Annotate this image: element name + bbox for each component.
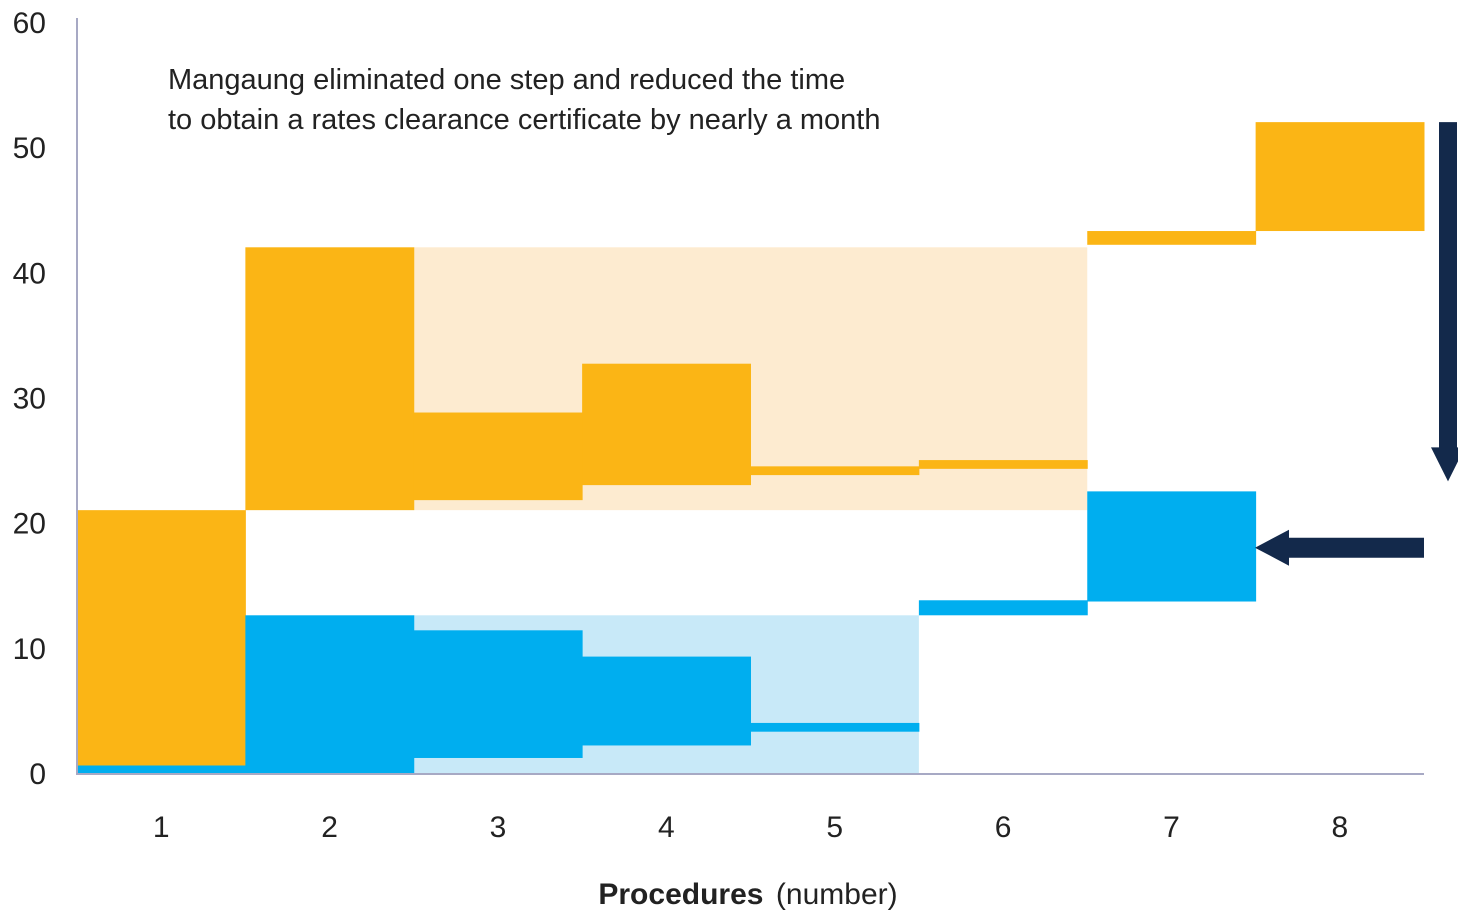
step-bar-series-2-procedure-3	[413, 630, 583, 758]
x-tick-labels: 1 2 3 4 5 6 7 8	[153, 811, 1348, 844]
y-tick-label-60: 60	[13, 7, 46, 40]
step-bar-series-2-procedure-2	[245, 615, 415, 773]
y-tick-label-50: 50	[13, 132, 46, 165]
y-tick-label-40: 40	[13, 257, 46, 290]
arrows	[1255, 122, 1458, 566]
step-bar-series-1-procedure-6	[918, 460, 1088, 469]
x-tick-label-6: 6	[995, 811, 1012, 844]
step-bar-series-2-procedure-1	[77, 765, 246, 773]
step-bar-series-1-procedure-1	[77, 510, 246, 767]
y-tick-labels: 0 10 20 30 40 50 60	[13, 7, 46, 791]
step-bars	[77, 122, 1425, 773]
step-bar-series-2-procedure-5	[750, 722, 920, 732]
annotation-line-1: Mangaung eliminated one step and reduced…	[168, 64, 845, 96]
axes	[76, 18, 1424, 775]
annotation-line-2: to obtain a rates clearance certificate …	[168, 104, 881, 136]
y-tick-label-10: 10	[13, 633, 46, 666]
x-tick-label-7: 7	[1163, 811, 1180, 844]
y-tick-label-20: 20	[13, 508, 46, 541]
x-tick-label-5: 5	[826, 811, 843, 844]
x-tick-label-1: 1	[153, 811, 170, 844]
x-tick-label-3: 3	[490, 811, 507, 844]
step-bar-series-2-procedure-7	[1087, 491, 1257, 602]
y-tick-label-30: 30	[13, 383, 46, 416]
x-tick-label-8: 8	[1331, 811, 1348, 844]
step-bar-series-1-procedure-3	[413, 412, 583, 501]
step-bar-series-2-procedure-6	[918, 600, 1088, 616]
x-axis-label: Procedures (number)	[598, 878, 897, 911]
y-tick-label-0: 0	[29, 758, 46, 791]
left-arrow	[1255, 529, 1424, 566]
x-tick-label-2: 2	[321, 811, 338, 844]
x-tick-label-4: 4	[658, 811, 675, 844]
step-bar-series-1-procedure-4	[582, 363, 751, 486]
step-bar-series-1-procedure-2	[245, 247, 415, 511]
x-axis-title: Procedures	[598, 878, 763, 911]
down-arrow	[1431, 122, 1458, 482]
step-bar-series-1-procedure-7	[1087, 231, 1257, 245]
step-bar-series-1-procedure-8	[1255, 122, 1425, 232]
step-bar-series-2-procedure-4	[582, 656, 751, 746]
x-axis-unit: (number)	[776, 878, 898, 911]
step-bar-series-1-procedure-5	[750, 466, 920, 476]
